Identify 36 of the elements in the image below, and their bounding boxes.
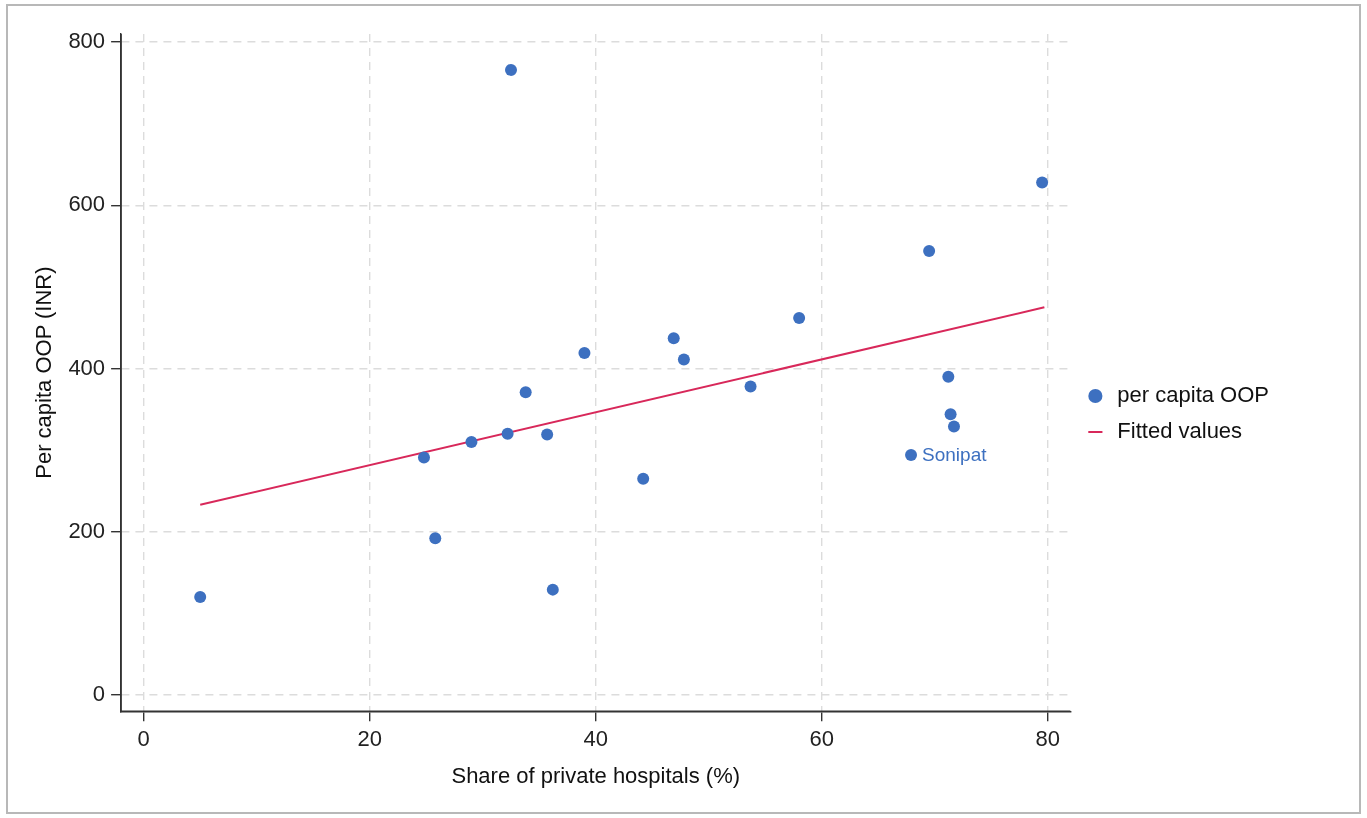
x-tick-label: 80 bbox=[1035, 726, 1061, 752]
y-tick-label: 800 bbox=[68, 28, 106, 54]
point bbox=[519, 386, 532, 399]
point bbox=[944, 408, 957, 421]
point bbox=[541, 428, 554, 441]
point bbox=[429, 532, 442, 545]
x-tick-label: 60 bbox=[809, 726, 834, 752]
x-tick-label: 20 bbox=[357, 726, 382, 752]
x-tick-label: 40 bbox=[583, 726, 608, 752]
y-tick-label: 600 bbox=[68, 191, 106, 217]
point bbox=[501, 427, 514, 440]
point bbox=[637, 472, 650, 485]
point bbox=[905, 449, 918, 462]
y-tick-label: 200 bbox=[68, 517, 106, 543]
point bbox=[677, 353, 690, 366]
point bbox=[465, 435, 478, 448]
point bbox=[942, 370, 955, 383]
point bbox=[1036, 176, 1049, 189]
point bbox=[417, 451, 430, 464]
x-tick-label: 0 bbox=[137, 726, 150, 752]
point bbox=[793, 311, 806, 324]
annotation: Sonipat bbox=[922, 444, 988, 466]
point bbox=[194, 590, 207, 603]
legend-label: per capita OOP bbox=[1117, 382, 1270, 408]
legend-label: Fitted values bbox=[1117, 418, 1243, 444]
point bbox=[744, 380, 757, 393]
x-axis-title: Share of private hospitals (%) bbox=[451, 762, 741, 788]
point bbox=[546, 583, 559, 596]
point bbox=[504, 63, 517, 76]
y-tick-label: 0 bbox=[92, 680, 106, 706]
point bbox=[923, 245, 936, 258]
y-tick-label: 400 bbox=[68, 354, 106, 380]
point bbox=[947, 420, 960, 433]
y-axis-title: Per capita OOP (INR) bbox=[31, 266, 57, 479]
point bbox=[667, 332, 680, 345]
point bbox=[578, 347, 591, 360]
